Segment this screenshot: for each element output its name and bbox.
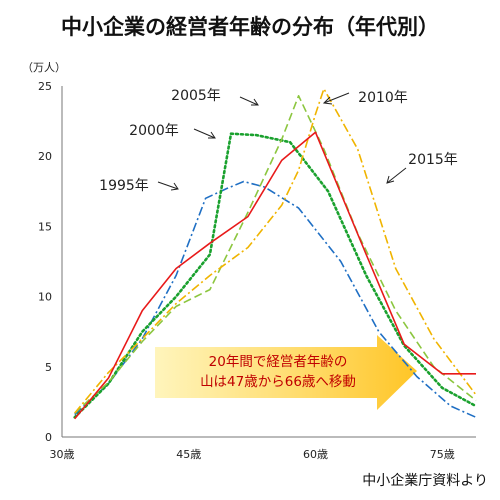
label-2000: 2000年: [129, 123, 179, 139]
series-line-2015: [74, 131, 476, 420]
y-tick-label: 20: [38, 150, 52, 163]
callout-arrow-shape: [155, 335, 417, 410]
x-tick-label: 75歳: [430, 448, 455, 461]
source-note: 中小企業庁資料より: [362, 472, 488, 489]
pointer-1995: [157, 181, 179, 191]
y-axis-unit-label: （万人）: [22, 61, 66, 74]
pointer-2005: [239, 96, 259, 106]
series-line-1995: [74, 180, 477, 419]
label-1995: 1995年: [99, 178, 149, 194]
shift-callout: [155, 335, 417, 410]
y-tick-label: 25: [38, 80, 52, 93]
callout-line-1: 20年間で経営者年齢の: [209, 354, 348, 370]
pointer-2010: [322, 92, 350, 105]
callout-line-2: 山は47歳から66歳へ移動: [200, 374, 356, 390]
label-2010: 2010年: [358, 90, 408, 106]
series-line-2010: [74, 88, 477, 414]
y-tick-label: 0: [45, 431, 52, 444]
y-axis-ticks: 0 5 10 15 20 25: [38, 80, 52, 444]
series-lines: [73, 88, 478, 420]
x-axis-ticks: 30歳 45歳 60歳 75歳: [50, 448, 455, 461]
label-pointers: [157, 92, 407, 191]
series-line-2005: [74, 95, 477, 414]
x-tick-label: 45歳: [176, 448, 201, 461]
x-tick-label: 60歳: [303, 448, 328, 461]
y-tick-label: 10: [38, 291, 52, 304]
label-2005: 2005年: [171, 88, 221, 104]
y-tick-label: 15: [38, 220, 52, 233]
chart-title: 中小企業の経営者年齢の分布（年代別）: [61, 15, 439, 39]
y-tick-label: 5: [45, 361, 52, 374]
x-tick-label: 30歳: [50, 448, 75, 461]
pointer-2000: [193, 128, 216, 139]
pointer-2015: [386, 167, 407, 184]
series-line-2000: [73, 132, 478, 419]
label-2015: 2015年: [408, 152, 458, 168]
